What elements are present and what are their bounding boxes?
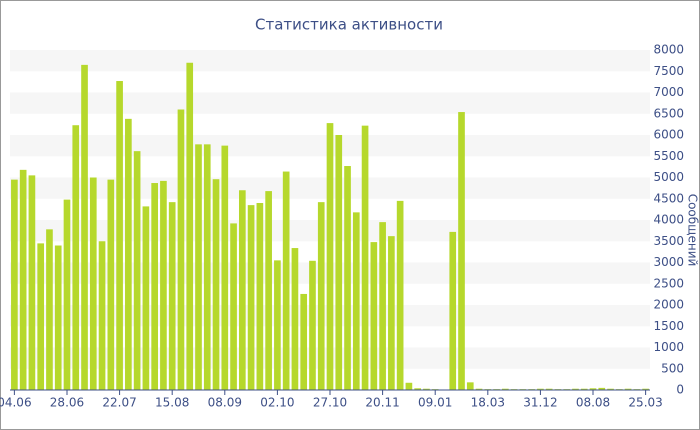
y-tick-label: 1500 [653,319,684,333]
y-tick-label: 2000 [653,298,684,312]
bar [54,245,62,390]
bar [230,223,237,390]
bar [265,191,272,390]
bar [589,388,597,390]
bar [203,144,211,390]
bar [221,145,229,390]
bar [116,81,123,391]
y-tick-label: 1000 [653,340,684,354]
bar [423,388,430,390]
y-axis-label: Сообщений [686,194,700,267]
bar [186,62,194,390]
y-tick-label: 4000 [653,213,684,227]
bar [142,206,150,390]
bar [168,202,176,390]
y-tick-label: 8000 [653,43,684,57]
bar [466,382,474,390]
y-tick-label: 3500 [653,234,684,248]
bar [107,179,115,390]
bar [545,388,553,390]
bar [63,199,71,390]
bar [309,260,316,390]
bar [125,118,132,390]
bar [291,248,299,390]
x-tick-label: 28.06 [50,396,84,410]
chart-title: Статистика активности [255,16,443,34]
bar [449,231,457,390]
bar [274,260,281,390]
y-tick-label: 3000 [653,255,684,269]
bar [247,205,255,390]
bar [352,212,360,390]
x-tick-label: 18.03 [471,396,505,410]
bar [335,135,343,390]
bar [326,123,334,390]
bar [28,175,36,390]
y-tick-label: 7500 [653,64,684,78]
bar [502,388,509,390]
x-tick-label: 20.11 [365,396,399,410]
x-tick-label: 08.09 [208,396,242,410]
bar [379,222,386,390]
bar [624,388,632,390]
bar [282,171,290,390]
y-tick-label: 6000 [653,128,684,142]
x-tick-label: 31.12 [523,396,557,410]
bar [572,388,579,390]
grid-band [10,92,650,114]
bar [317,202,325,390]
bar [458,112,465,391]
bar [300,293,308,390]
x-tick-label: 08.08 [576,396,610,410]
bar [388,236,395,390]
bar [81,64,88,390]
bar [238,190,246,390]
y-tick-label: 0 [676,383,684,397]
bar [160,180,167,390]
y-tick-label: 500 [661,361,684,375]
bar [414,388,422,390]
x-tick-label: 09.01 [418,396,452,410]
x-tick-label: 22.07 [102,396,136,410]
grid-band [10,50,650,72]
bar [98,241,106,390]
bar [89,177,97,390]
y-tick-label: 4500 [653,191,684,205]
bar [370,242,378,390]
x-tick-label: 02.10 [260,396,294,410]
bar [344,166,351,390]
bar [133,151,141,390]
x-tick-label: 27.10 [313,396,347,410]
bar [598,387,606,390]
bar [151,183,158,390]
bar [37,243,45,390]
x-tick-label: 04.06 [0,396,32,410]
y-tick-label: 5000 [653,170,684,184]
bar [396,200,404,390]
bar [212,179,220,390]
y-tick-label: 7000 [653,85,684,99]
y-tick-label: 2500 [653,276,684,290]
bar [46,229,53,390]
bar [19,169,27,390]
bar [580,388,588,390]
bar [256,203,264,390]
bar [72,125,80,390]
bar [405,382,413,390]
bar [642,388,649,390]
bar [11,179,18,390]
bar [475,388,483,390]
bar [195,144,202,390]
y-tick-label: 6500 [653,106,684,120]
x-tick-label: 25.03 [628,396,662,410]
y-tick-label: 5500 [653,149,684,163]
bar [361,125,369,391]
bar [607,388,614,390]
bar [177,109,185,390]
x-tick-label: 15.08 [155,396,189,410]
bar [537,388,544,390]
